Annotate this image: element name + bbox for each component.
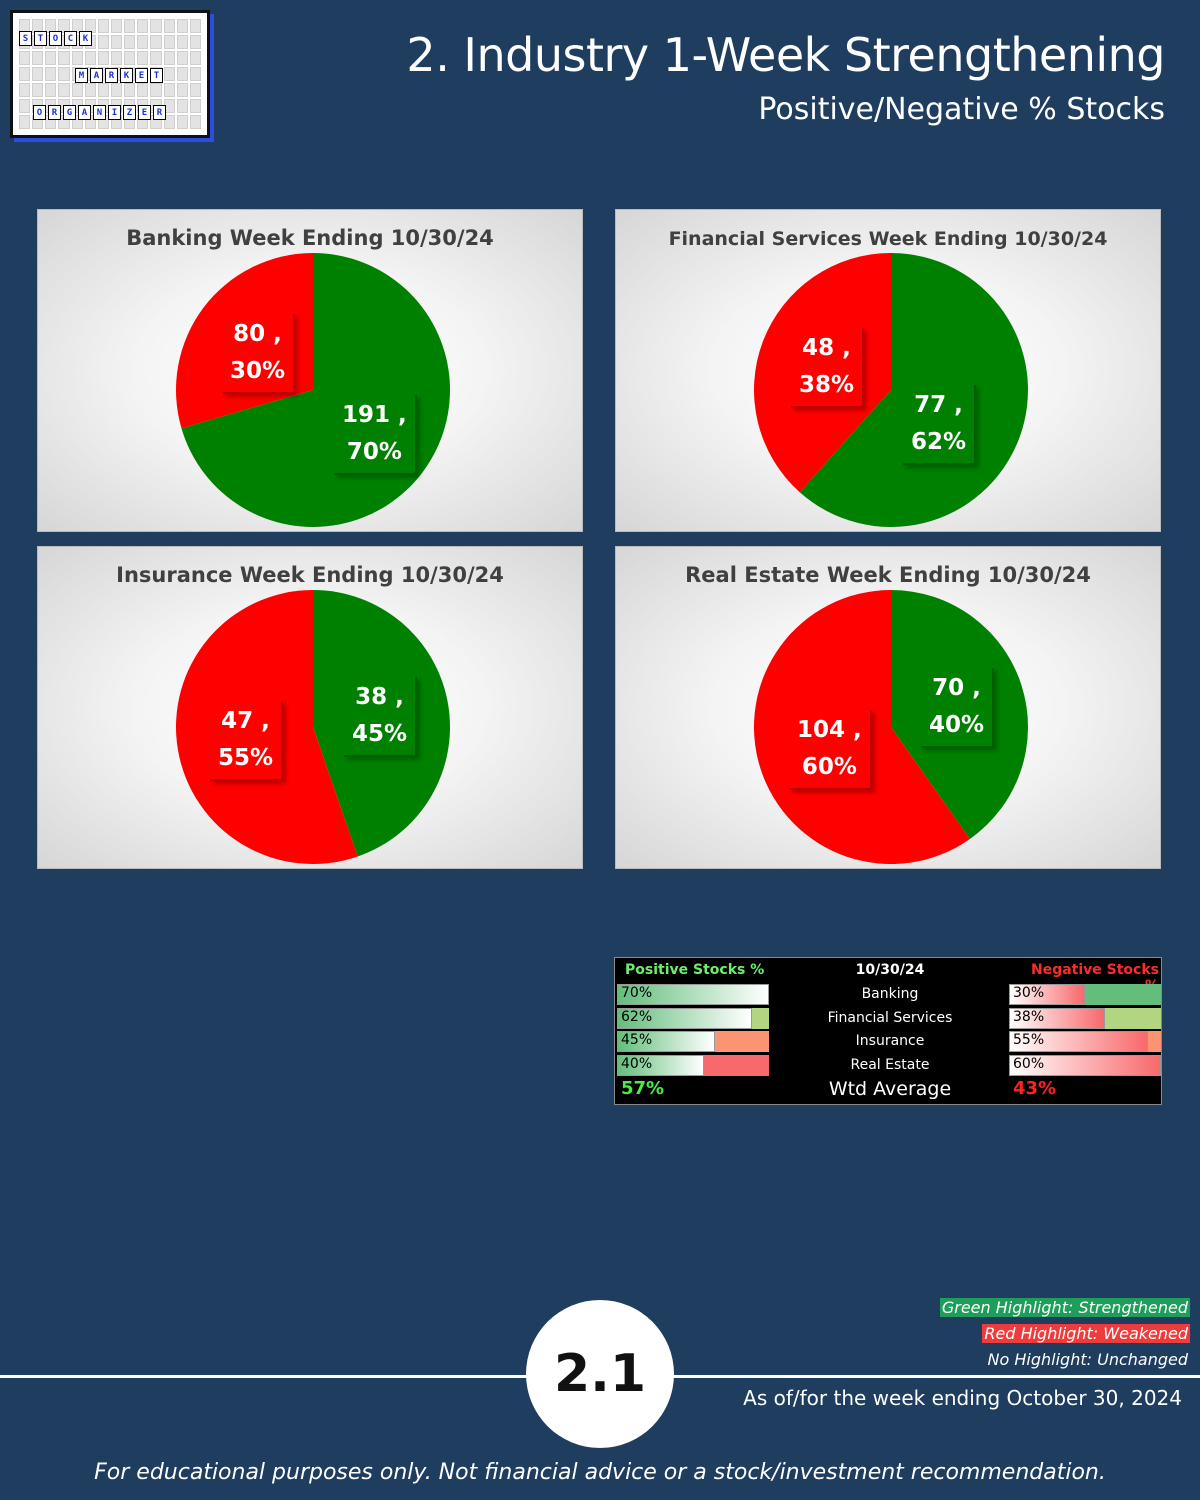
positive-bar: [617, 984, 769, 1005]
pie-title: Financial Services Week Ending 10/30/24: [668, 228, 1108, 250]
data-label-negative: 104 , 60%: [789, 710, 872, 790]
pie-panel-real-estate: Real Estate Week Ending 10/30/24 70 , 40%…: [615, 546, 1161, 869]
data-label-positive: 70 , 40%: [921, 668, 995, 748]
pie-chart-real-estate: [754, 590, 1028, 864]
table-row: 40% Real Estate 60%: [615, 1054, 1161, 1077]
row-label: Real Estate: [850, 1056, 930, 1073]
average-negative: 43%: [1013, 1078, 1057, 1099]
legend-none: No Highlight: Unchanged: [987, 1350, 1188, 1369]
negative-value: 30%: [1013, 985, 1045, 1001]
page-title: 2. Industry 1-Week Strengthening: [406, 28, 1165, 82]
data-label-negative: 48 , 38%: [791, 328, 865, 408]
logo-letter: E: [138, 105, 151, 120]
logo-letter: O: [49, 31, 62, 46]
average-label: Wtd Average: [828, 1078, 952, 1100]
data-label-positive: 77 , 62%: [903, 385, 977, 465]
summary-table: Positive Stocks % 10/30/24 Negative Stoc…: [614, 957, 1162, 1105]
pie-chart-insurance: [175, 590, 450, 864]
logo-letter: E: [135, 68, 148, 83]
negative-bar: [1009, 1031, 1149, 1052]
pie-title: Insurance Week Ending 10/30/24: [116, 563, 504, 587]
header-positive: Positive Stocks %: [625, 962, 765, 978]
disclaimer: For educational purposes only. Not finan…: [94, 1460, 1106, 1485]
negative-value: 55%: [1013, 1032, 1045, 1048]
pie-panel-financial-services: Financial Services Week Ending 10/30/24 …: [615, 209, 1161, 532]
data-label-positive: 191 , 70%: [334, 395, 417, 475]
row-label: Insurance: [855, 1033, 925, 1049]
positive-cell: 70%: [617, 984, 769, 1005]
pie-title: Banking Week Ending 10/30/24: [126, 226, 494, 250]
positive-value: 70%: [621, 985, 653, 1001]
positive-cell: 62%: [617, 1007, 769, 1029]
negative-cell: 30%: [1009, 984, 1161, 1005]
average-positive: 57%: [621, 1078, 665, 1099]
logo-letter: I: [108, 105, 121, 120]
pie-panel-banking: Banking Week Ending 10/30/24 191 , 70% 80…: [37, 209, 583, 532]
table-row: 45% Insurance 55%: [615, 1031, 1161, 1053]
data-label-negative: 47 , 55%: [210, 701, 284, 781]
logo-letter: R: [153, 105, 166, 120]
positive-bar: [617, 1031, 715, 1052]
logo-letter: K: [79, 31, 92, 46]
row-label: Financial Services: [827, 1009, 953, 1026]
positive-bar: [617, 1054, 704, 1076]
logo-letter: T: [150, 68, 163, 83]
positive-cell: 40%: [617, 1054, 769, 1076]
pie-panel-insurance: Insurance Week Ending 10/30/24 38 , 45% 4…: [37, 546, 583, 869]
negative-cell: 60%: [1009, 1054, 1161, 1076]
negative-cell: 55%: [1009, 1031, 1161, 1052]
negative-bar: [1009, 984, 1085, 1005]
table-row: 62% Financial Services 38%: [615, 1007, 1161, 1030]
logo-letter: M: [75, 68, 88, 83]
data-label-negative: 80 , 30%: [222, 314, 296, 394]
positive-bar: [617, 1007, 752, 1029]
logo-letter: K: [120, 68, 133, 83]
logo-letter: C: [64, 31, 77, 46]
positive-value: 40%: [621, 1055, 653, 1072]
logo-letter: A: [78, 105, 91, 120]
row-label: Banking: [861, 986, 919, 1002]
logo-letter: Z: [123, 105, 136, 120]
pie-title: Real Estate Week Ending 10/30/24: [685, 563, 1091, 587]
logo-letter: R: [105, 68, 118, 83]
header-date: 10/30/24: [855, 962, 925, 978]
negative-value: 60%: [1013, 1055, 1045, 1072]
negative-bar: [1009, 1054, 1161, 1076]
positive-value: 62%: [621, 1008, 653, 1025]
logo-letter: S: [19, 31, 32, 46]
table-row: 70% Banking 30%: [615, 984, 1161, 1006]
pie-chart-financial-services: [754, 253, 1028, 527]
negative-cell: 38%: [1009, 1007, 1161, 1029]
page-number-badge: 2.1: [526, 1300, 674, 1448]
legend-green: Green Highlight: Strengthened: [939, 1298, 1190, 1317]
data-label-positive: 38 , 45%: [344, 677, 418, 757]
page-subtitle: Positive/Negative % Stocks: [758, 92, 1165, 127]
logo-letter: G: [63, 105, 76, 120]
negative-bar: [1009, 1007, 1106, 1029]
logo-letter: R: [48, 105, 61, 120]
pie-chart-banking: [176, 253, 450, 527]
legend-red: Red Highlight: Weakened: [982, 1324, 1190, 1343]
logo-letter: N: [93, 105, 106, 120]
logo-letter: A: [90, 68, 103, 83]
as-of-date: As of/for the week ending October 30, 20…: [743, 1386, 1182, 1410]
logo-letter: T: [34, 31, 47, 46]
negative-value: 38%: [1013, 1008, 1045, 1025]
positive-value: 45%: [621, 1032, 653, 1048]
positive-cell: 45%: [617, 1031, 769, 1052]
logo-letter: O: [33, 105, 46, 120]
